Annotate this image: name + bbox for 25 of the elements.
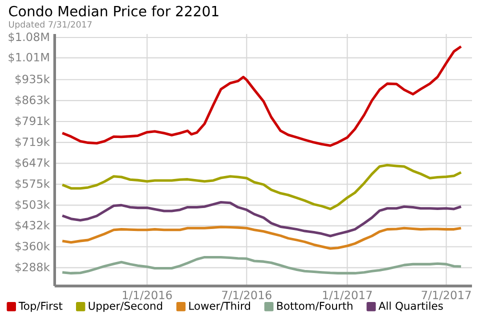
y-tick-label: $863k — [15, 95, 50, 106]
chart-title: Condo Median Price for 22201 — [9, 6, 218, 16]
x-tick-label: 1/1/2017 — [323, 290, 372, 300]
y-tick-label: $360k — [15, 242, 50, 252]
y-tick-label: $575k — [15, 179, 50, 190]
legend-label: Bottom/Fourth — [277, 302, 352, 311]
y-tick-label: $503k — [15, 200, 50, 210]
y-tick-label: $1.01M — [8, 52, 49, 63]
y-tick-label: $288k — [15, 262, 50, 273]
legend-label: Upper/Second — [88, 302, 162, 312]
y-tick-label: $432k — [15, 220, 50, 231]
legend-label: All Quartiles — [378, 302, 443, 312]
x-tick-label: 7/1/2016 — [222, 290, 272, 300]
chart-subtitle: Updated 7/31/2017 — [9, 20, 92, 30]
x-tick-label: 1/1/2016 — [122, 290, 172, 300]
y-tick-label: $647k — [15, 158, 50, 168]
y-tick-label: $1.08M — [8, 32, 49, 43]
y-tick-label: $791k — [15, 116, 50, 127]
legend-label: Lower/Third — [189, 302, 250, 311]
y-tick-label: $719k — [15, 137, 50, 148]
line-series — [61, 201, 462, 238]
legend-label: Top/First — [18, 302, 62, 312]
x-tick-label: 7/1/2017 — [422, 290, 471, 300]
line-series — [61, 45, 462, 147]
y-tick-label: $935k — [15, 74, 50, 85]
